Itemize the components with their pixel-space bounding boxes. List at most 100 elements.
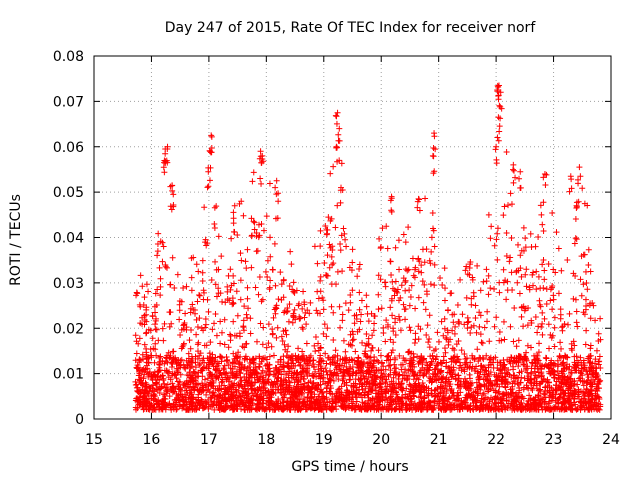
data-marker xyxy=(143,356,150,363)
data-marker xyxy=(481,371,488,378)
data-marker xyxy=(479,340,486,347)
data-marker xyxy=(297,315,304,322)
data-marker xyxy=(423,370,430,377)
data-marker xyxy=(311,243,318,250)
data-marker xyxy=(137,390,144,397)
data-marker xyxy=(581,378,588,385)
data-marker xyxy=(241,303,248,310)
data-marker xyxy=(313,307,320,314)
data-marker xyxy=(593,394,600,401)
data-marker xyxy=(387,258,394,265)
data-marker xyxy=(539,396,546,403)
data-marker xyxy=(592,373,599,380)
data-marker xyxy=(366,360,373,367)
data-marker xyxy=(332,347,339,354)
data-marker xyxy=(154,374,161,381)
data-marker xyxy=(454,302,461,309)
data-marker xyxy=(407,393,414,400)
data-marker xyxy=(205,308,212,315)
data-marker xyxy=(269,266,276,273)
data-marker xyxy=(217,353,224,360)
data-marker xyxy=(391,355,398,362)
data-marker xyxy=(356,326,363,333)
data-marker xyxy=(462,267,469,274)
data-marker xyxy=(400,301,407,308)
data-marker xyxy=(271,240,278,247)
data-marker xyxy=(465,405,472,412)
data-marker xyxy=(211,320,218,327)
data-marker xyxy=(244,295,251,302)
data-marker xyxy=(382,380,389,387)
y-tick-label: 0.02 xyxy=(53,321,84,337)
data-marker xyxy=(264,392,271,399)
data-marker xyxy=(596,353,603,360)
data-marker xyxy=(300,375,307,382)
data-marker xyxy=(482,403,489,410)
data-marker xyxy=(357,367,364,374)
data-marker xyxy=(272,215,279,222)
data-marker xyxy=(569,406,576,413)
data-marker xyxy=(356,261,363,268)
data-marker xyxy=(574,406,581,413)
data-marker xyxy=(164,387,171,394)
data-marker xyxy=(542,406,549,413)
data-marker xyxy=(584,202,591,209)
data-marker xyxy=(270,314,277,321)
data-marker xyxy=(356,266,363,273)
data-marker xyxy=(147,327,154,334)
data-marker xyxy=(203,387,210,394)
data-marker xyxy=(347,291,354,298)
data-marker xyxy=(396,266,403,273)
data-marker xyxy=(404,267,411,274)
data-marker xyxy=(493,143,500,150)
data-marker xyxy=(154,252,161,259)
data-marker xyxy=(408,350,415,357)
data-marker xyxy=(157,275,164,282)
data-marker xyxy=(273,177,280,184)
data-marker xyxy=(363,370,370,377)
data-marker xyxy=(494,256,501,263)
data-marker xyxy=(328,253,335,260)
data-marker xyxy=(545,261,552,268)
data-marker xyxy=(548,393,555,400)
data-marker xyxy=(188,274,195,281)
data-marker xyxy=(193,261,200,268)
data-marker xyxy=(206,369,213,376)
data-marker xyxy=(509,286,516,293)
data-marker xyxy=(391,361,398,368)
data-marker xyxy=(380,371,387,378)
data-marker xyxy=(259,406,266,413)
data-marker xyxy=(299,348,306,355)
data-marker xyxy=(167,376,174,383)
data-marker xyxy=(496,337,503,344)
data-marker xyxy=(221,390,228,397)
data-marker xyxy=(177,331,184,338)
data-marker xyxy=(338,232,345,239)
data-marker xyxy=(337,240,344,247)
data-marker xyxy=(332,112,339,119)
data-marker xyxy=(334,158,341,165)
data-marker xyxy=(445,307,452,314)
data-marker xyxy=(167,404,174,411)
data-marker xyxy=(360,363,367,370)
data-marker xyxy=(577,388,584,395)
data-marker xyxy=(143,318,150,325)
data-marker xyxy=(517,379,524,386)
data-marker xyxy=(302,361,309,368)
data-marker xyxy=(246,374,253,381)
data-marker xyxy=(327,170,334,177)
data-marker xyxy=(493,314,500,321)
data-marker xyxy=(412,330,419,337)
data-marker xyxy=(339,317,346,324)
data-marker xyxy=(435,404,442,411)
data-marker xyxy=(207,149,214,156)
data-marker xyxy=(250,218,257,225)
data-marker xyxy=(305,379,312,386)
data-marker xyxy=(494,394,501,401)
data-marker xyxy=(141,341,148,348)
data-marker xyxy=(565,376,572,383)
data-marker xyxy=(573,236,580,243)
data-marker xyxy=(511,398,518,405)
data-marker xyxy=(160,396,167,403)
data-marker xyxy=(407,362,414,369)
